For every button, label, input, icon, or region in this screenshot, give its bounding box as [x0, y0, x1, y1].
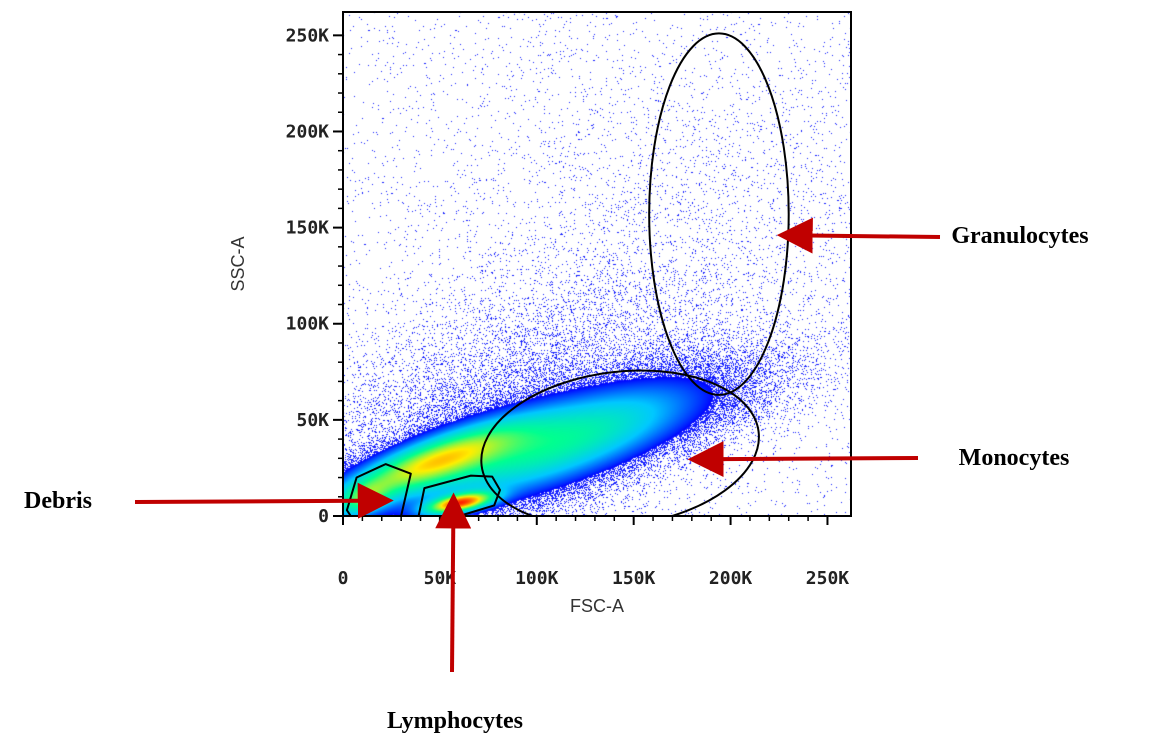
- lymphocytes-label: Lymphocytes: [387, 708, 523, 734]
- monocytes-label: Monocytes: [959, 445, 1070, 471]
- lymphocytes-arrow: [435, 492, 472, 673]
- y-axis-title: SSC-A: [228, 236, 248, 291]
- x-tick-label: 50K: [424, 568, 457, 589]
- granulocytes-label: Granulocytes: [951, 223, 1088, 249]
- x-tick-label: 0: [338, 568, 349, 589]
- gate-debris: [345, 463, 412, 516]
- y-tick-label: 150K: [286, 218, 330, 239]
- x-tick-label: 250K: [806, 568, 850, 589]
- y-tick-label: 50K: [296, 410, 329, 431]
- y-tick-label: 200K: [286, 121, 330, 142]
- x-tick-label: 150K: [612, 568, 656, 589]
- y-axis: 0 50K 100K 150K 200K 250K: [286, 25, 343, 527]
- x-tick-label: 100K: [515, 568, 559, 589]
- x-axis-title: FSC-A: [570, 596, 624, 616]
- gate-granulocytes: [648, 32, 790, 396]
- gate-monocytes: [480, 369, 760, 516]
- x-tick-label: 200K: [709, 568, 753, 589]
- y-tick-label: 0: [318, 506, 329, 527]
- gates-layer: [345, 32, 790, 516]
- density-scatter-cloud: [343, 12, 851, 516]
- granulocytes-arrow: [776, 217, 941, 254]
- gate-annotations: Granulocytes Monocytes Debris Lymphocytes: [24, 217, 1089, 734]
- monocytes-arrow: [687, 441, 919, 478]
- y-tick-label: 250K: [286, 25, 330, 46]
- debris-label: Debris: [24, 488, 92, 514]
- plot-frame: [342, 11, 852, 517]
- debris-arrow: [134, 482, 394, 519]
- x-axis: 0 50K 100K 150K 200K 250K: [338, 516, 850, 589]
- y-tick-label: 100K: [286, 314, 330, 335]
